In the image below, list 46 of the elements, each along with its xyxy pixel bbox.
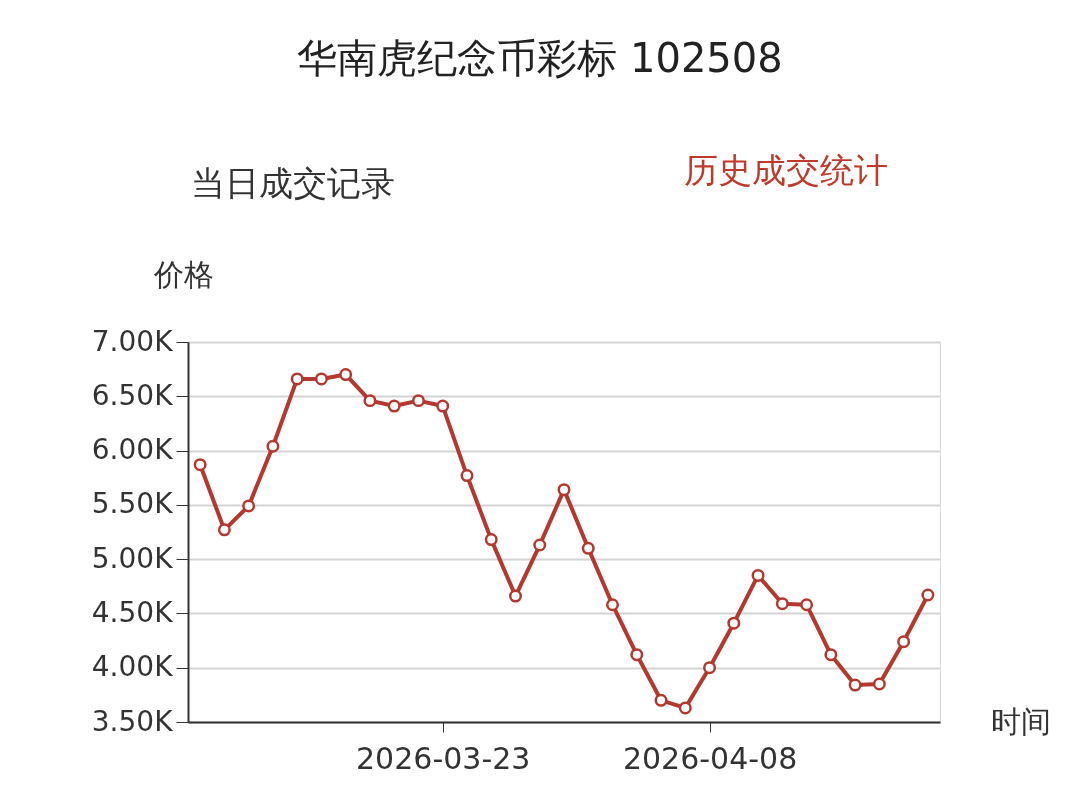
point [314,372,328,386]
y-tick-label: 6.50K [91,378,174,412]
point [533,538,547,552]
point [242,499,256,513]
point [387,399,401,413]
point [630,648,644,662]
point [339,368,353,382]
point [411,394,425,408]
point [800,598,814,612]
y-tick-label: 4.00K [91,650,174,684]
point [266,439,280,453]
point [872,677,886,691]
chart-title: 华南虎纪念币彩标 102508 [297,35,783,81]
point [775,597,789,611]
point [460,469,474,483]
point [363,394,377,408]
y-tick-label: 6.00K [91,433,174,467]
point [436,399,450,413]
point [581,541,595,555]
point [508,589,522,603]
x-tick-label: 2026-04-08 [622,740,798,776]
y-tick-label: 4.50K [91,595,174,629]
point [290,372,304,386]
point [751,568,765,582]
point [193,458,207,472]
point [557,483,571,497]
y-tick-label: 5.50K [91,487,174,521]
point [484,533,498,547]
point [897,635,911,649]
text: 当日成交记录 [191,163,395,203]
point [217,523,231,537]
point [606,598,620,612]
x-tick-label: 2026-03-23 [356,740,531,776]
point [848,678,862,692]
y-tick-label: 5.00K [91,541,174,575]
y-axis-title: 价格 [152,256,214,292]
x-axis-title: 时间 [990,703,1051,739]
point [727,616,741,630]
point [678,701,692,715]
y-tick-label: 3.50K [91,704,174,738]
point [824,648,838,662]
point [703,661,717,675]
point [921,588,935,602]
point [654,693,668,707]
y-tick-label: 7.00K [91,324,174,358]
text: 历史成交统计 [684,150,888,190]
